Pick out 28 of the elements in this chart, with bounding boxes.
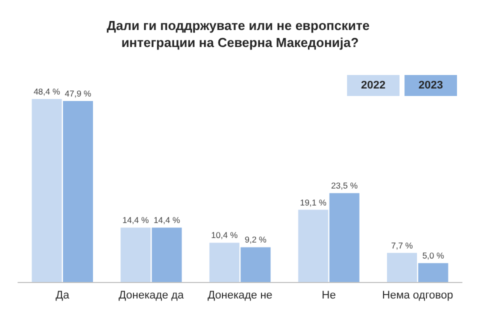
data-label: 47,9 % [64,88,92,98]
data-label: 14,4 % [122,215,150,226]
x-tick-label: Да [56,290,70,302]
bar [418,263,448,282]
bar [329,193,360,282]
x-tick-label: Донекаде да [118,290,185,302]
data-label: 14,4 % [154,215,180,226]
data-label: 48,4 % [34,86,60,97]
data-label: 9,2 % [244,234,267,245]
bar [152,228,182,282]
bar [387,252,417,282]
data-label: 19,1 % [300,197,327,208]
bar [298,210,328,282]
bar [209,242,240,282]
chart-title: Дали ги поддржувате или не европските интеграции на Северна Македонија? [106,18,374,50]
text: 2023 [418,80,444,92]
bar [63,100,93,282]
text: 2022 [361,80,386,92]
x-tick-label: Нема одговор [382,290,454,302]
x-tick-label: Донекаде не [208,290,272,302]
x-tick-label: Не [322,290,336,302]
bar [120,228,151,282]
data-label: 23,5 % [331,180,358,191]
data-label: 5,0 % [422,250,445,261]
data-label: 7,7 % [391,240,414,250]
bar [240,247,271,282]
data-label: 10,4 % [211,230,238,240]
bar [32,99,62,282]
